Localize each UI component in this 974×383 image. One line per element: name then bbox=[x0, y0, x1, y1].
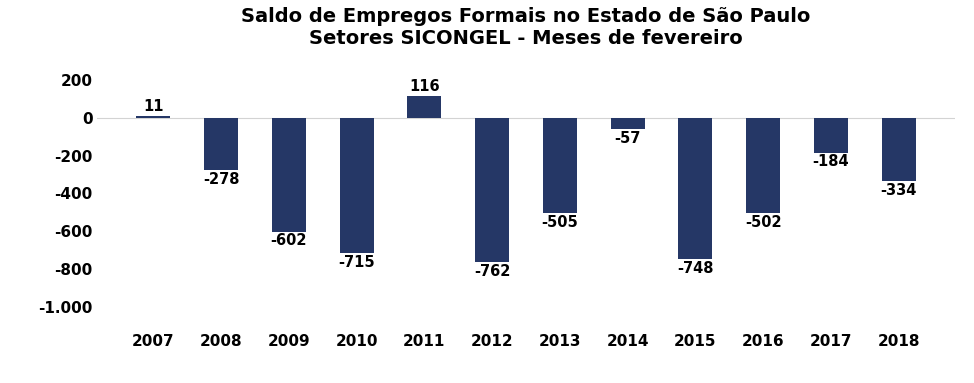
Bar bbox=[205, 118, 238, 170]
Text: -334: -334 bbox=[880, 183, 917, 198]
Text: -278: -278 bbox=[203, 172, 240, 187]
Text: -748: -748 bbox=[677, 261, 714, 276]
Text: -762: -762 bbox=[474, 264, 510, 278]
Text: -502: -502 bbox=[745, 214, 781, 229]
Bar bbox=[272, 118, 306, 232]
Text: -602: -602 bbox=[271, 233, 307, 249]
Bar bbox=[543, 118, 577, 213]
Text: -715: -715 bbox=[338, 255, 375, 270]
Bar bbox=[407, 96, 441, 118]
Text: 116: 116 bbox=[409, 79, 439, 94]
Bar bbox=[814, 118, 847, 152]
Bar bbox=[340, 118, 373, 253]
Text: -505: -505 bbox=[542, 215, 579, 230]
Bar bbox=[475, 118, 509, 262]
Bar bbox=[611, 118, 645, 129]
Title: Saldo de Empregos Formais no Estado de São Paulo
Setores SICONGEL - Meses de fev: Saldo de Empregos Formais no Estado de S… bbox=[242, 7, 810, 47]
Bar bbox=[746, 118, 780, 213]
Text: -57: -57 bbox=[615, 131, 641, 146]
Bar bbox=[881, 118, 916, 181]
Bar bbox=[679, 118, 712, 259]
Bar bbox=[136, 116, 170, 118]
Text: -184: -184 bbox=[812, 154, 849, 170]
Text: 11: 11 bbox=[143, 99, 164, 114]
